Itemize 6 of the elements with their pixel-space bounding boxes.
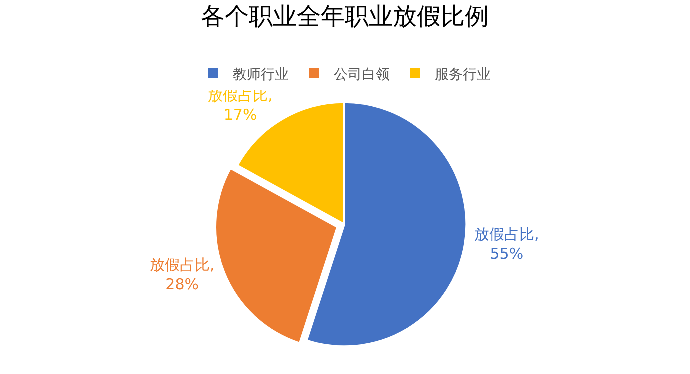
legend-label: 公司白领	[334, 66, 390, 83]
data-label: 放假占比, 55%	[474, 225, 540, 263]
legend-label: 服务行业	[435, 66, 491, 83]
data-label: 放假占比, 28%	[150, 256, 215, 294]
legend-label: 教师行业	[233, 66, 289, 83]
chart-title: 各个职业全年职业放假比例	[201, 2, 489, 30]
